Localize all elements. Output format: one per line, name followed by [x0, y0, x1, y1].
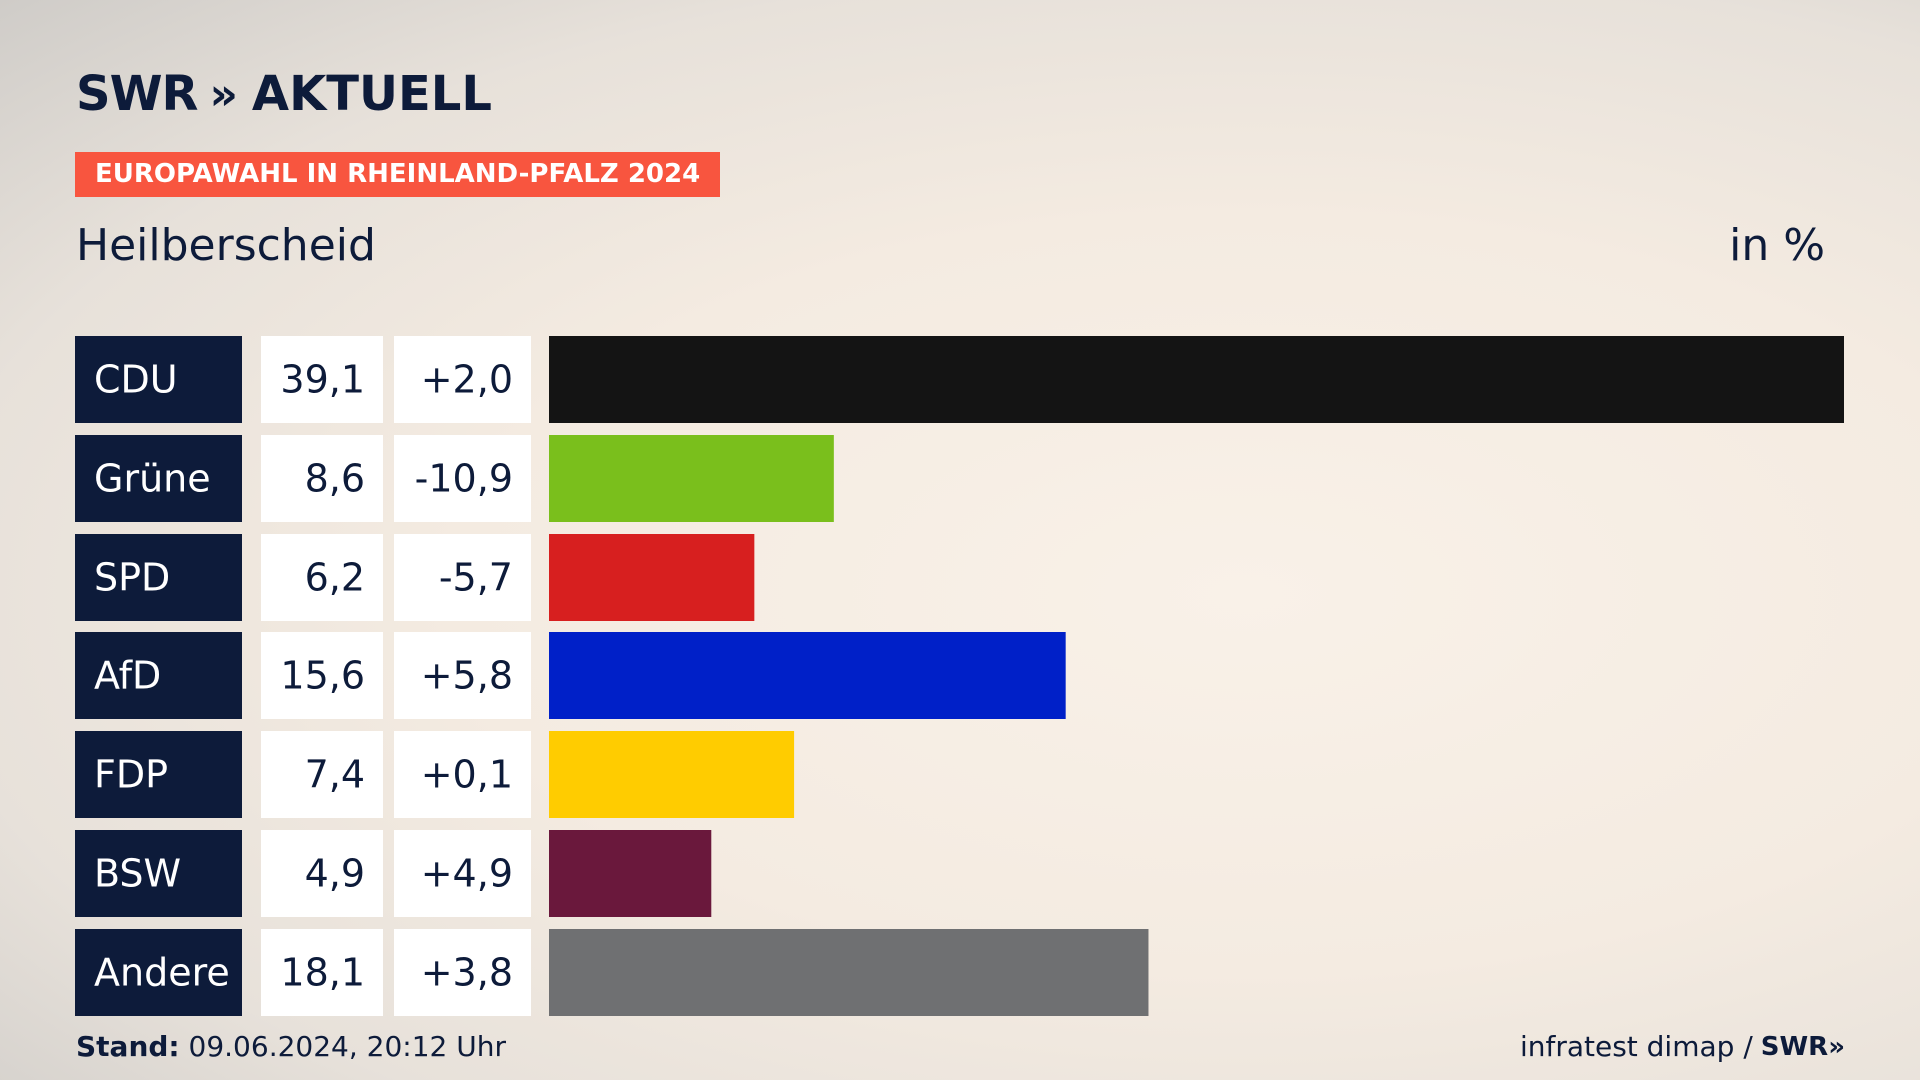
value-cell [261, 336, 383, 423]
bar-grüne [549, 435, 834, 522]
value-label: 4,9 [305, 852, 365, 896]
bar-afd [549, 632, 1066, 719]
party-cell [75, 435, 242, 522]
change-cell [394, 929, 531, 1016]
value-label: 18,1 [280, 951, 365, 995]
change-label: +3,8 [421, 951, 513, 995]
logo-name: AKTUELL [251, 66, 492, 122]
party-cell [75, 830, 242, 917]
stand-value: 09.06.2024, 20:12 Uhr [188, 1030, 506, 1063]
logo-brand: SWR [76, 66, 198, 122]
change-label: -10,9 [415, 457, 513, 501]
footer-stand: Stand: 09.06.2024, 20:12 Uhr [76, 1030, 506, 1063]
swr-aktuell-logo: SWR » AKTUELL [76, 66, 492, 122]
source-text: infratest dimap / [1519, 1030, 1753, 1063]
change-cell [394, 534, 531, 621]
results-chart: CDU 39,1 +2,0 Grüne 8,6 -10,9 SPD 6,2 -5,7 AfD 15,… [75, 336, 1844, 1016]
bar-fdp [549, 731, 795, 818]
change-cell [394, 632, 531, 719]
party-label: BSW [94, 852, 181, 896]
party-cell [75, 534, 242, 621]
change-label: +0,1 [421, 753, 513, 797]
party-label: Andere [94, 951, 230, 995]
change-cell [394, 435, 531, 522]
election-tag: EUROPAWAHL IN RHEINLAND-PFALZ 2024 [75, 152, 721, 197]
party-label: CDU [94, 358, 178, 402]
value-label: 39,1 [280, 358, 365, 402]
value-cell [261, 435, 383, 522]
change-cell [394, 336, 531, 423]
party-cell [75, 929, 242, 1016]
swr-mini-logo: SWR» [1760, 1031, 1845, 1062]
party-label: Grüne [94, 457, 211, 501]
party-label: SPD [94, 556, 170, 600]
value-cell [261, 534, 383, 621]
change-cell [394, 830, 531, 917]
value-cell [261, 731, 383, 818]
value-label: 6,2 [305, 556, 365, 600]
value-cell [261, 632, 383, 719]
party-cell [75, 336, 242, 423]
party-cell [75, 731, 242, 818]
change-label: +2,0 [421, 358, 513, 402]
footer-source: infratest dimap / SWR» [1520, 1030, 1845, 1063]
unit-label: in % [1729, 220, 1825, 271]
party-cell [75, 632, 242, 719]
change-label: +5,8 [421, 654, 513, 698]
party-label: FDP [94, 753, 168, 797]
bar-bsw [549, 830, 712, 917]
value-label: 7,4 [305, 753, 365, 797]
party-label: AfD [94, 654, 161, 698]
change-label: +4,9 [421, 852, 513, 896]
value-cell [261, 830, 383, 917]
value-label: 15,6 [280, 654, 365, 698]
stand-label: Stand: [76, 1030, 180, 1063]
bar-cdu [549, 336, 1844, 423]
value-label: 8,6 [305, 457, 365, 501]
change-label: -5,7 [439, 556, 513, 600]
change-cell [394, 731, 531, 818]
bar-spd [549, 534, 755, 621]
chart-title: Heilberscheid [76, 220, 376, 271]
value-cell [261, 929, 383, 1016]
bar-andere [549, 929, 1149, 1016]
